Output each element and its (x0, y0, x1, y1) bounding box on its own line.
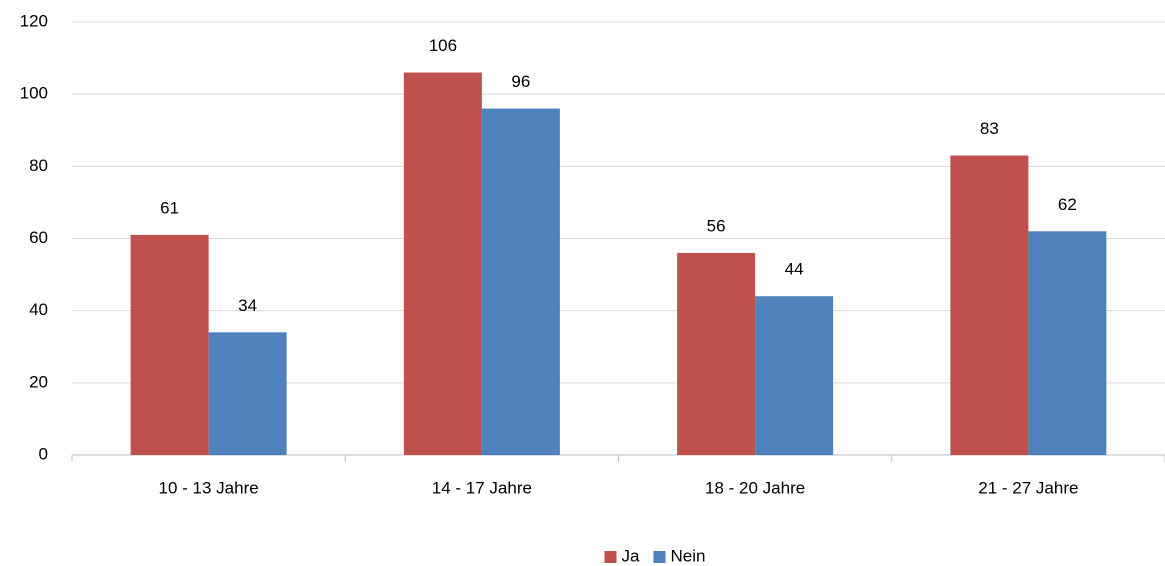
data-label: 61 (160, 198, 179, 217)
x-tick-label: 14 - 17 Jahre (432, 478, 532, 497)
data-label: 83 (980, 119, 999, 138)
y-tick-label: 60 (29, 228, 48, 247)
x-tick-label: 21 - 27 Jahre (978, 478, 1078, 497)
y-tick-label: 40 (29, 300, 48, 319)
bar (481, 108, 560, 455)
x-tick-label: 10 - 13 Jahre (159, 478, 259, 497)
y-tick-label: 100 (20, 84, 48, 103)
data-label: 44 (785, 260, 804, 279)
bar (403, 72, 482, 456)
bar (677, 252, 756, 455)
legend-swatch (604, 551, 617, 563)
data-label: 62 (1058, 195, 1077, 214)
data-label: 106 (429, 36, 457, 55)
data-label: 34 (238, 296, 257, 315)
legend-label: Nein (670, 546, 705, 565)
bar (208, 332, 287, 455)
data-label: 96 (511, 72, 530, 91)
y-tick-label: 120 (20, 11, 48, 30)
legend-label: Ja (622, 546, 641, 565)
y-tick-label: 0 (39, 444, 48, 463)
y-tick-label: 20 (29, 372, 48, 391)
bar (1028, 231, 1107, 455)
legend-swatch (653, 551, 666, 563)
bar (950, 155, 1029, 455)
bar (130, 234, 209, 455)
data-label: 56 (707, 216, 726, 235)
bar (755, 296, 834, 455)
x-tick-label: 18 - 20 Jahre (705, 478, 805, 497)
y-tick-label: 80 (29, 156, 48, 175)
